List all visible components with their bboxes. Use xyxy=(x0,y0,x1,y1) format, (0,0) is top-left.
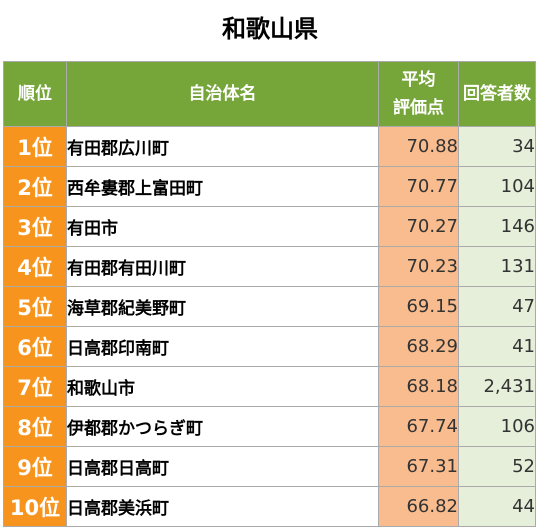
rank-cell: 6位 xyxy=(3,326,67,367)
score-cell: 68.29 xyxy=(378,326,459,367)
rank-cell: 3位 xyxy=(3,206,67,247)
municipality-column-header: 自治体名 xyxy=(66,61,379,127)
count-cell: 106 xyxy=(458,406,536,447)
municipality-cell: 有田郡有田川町 xyxy=(66,246,379,287)
municipality-cell: 有田郡広川町 xyxy=(66,126,379,167)
header-row: 順位 自治体名 平均 評価点 回答者数 xyxy=(3,61,536,127)
table-row: 1位 有田郡広川町 70.88 34 xyxy=(3,126,536,167)
municipality-cell: 有田市 xyxy=(66,206,379,247)
rank-cell: 8位 xyxy=(3,406,67,447)
score-cell: 68.18 xyxy=(378,366,459,407)
table-row: 9位 日高郡日高町 67.31 52 xyxy=(3,446,536,487)
municipality-cell: 日高郡日高町 xyxy=(66,446,379,487)
table-row: 8位 伊都郡かつらぎ町 67.74 106 xyxy=(3,406,536,447)
count-cell: 131 xyxy=(458,246,536,287)
count-cell: 2,431 xyxy=(458,366,536,407)
count-cell: 104 xyxy=(458,166,536,207)
municipality-cell: 西牟婁郡上富田町 xyxy=(66,166,379,207)
rank-cell: 5位 xyxy=(3,286,67,327)
count-cell: 52 xyxy=(458,446,536,487)
page-title: 和歌山県 xyxy=(222,15,318,43)
score-cell: 70.23 xyxy=(378,246,459,287)
municipality-cell: 海草郡紀美野町 xyxy=(66,286,379,327)
table-row: 7位 和歌山市 68.18 2,431 xyxy=(3,366,536,407)
count-cell: 44 xyxy=(458,486,536,527)
rank-column-header: 順位 xyxy=(3,61,67,127)
table-header: 順位 自治体名 平均 評価点 回答者数 xyxy=(3,61,536,127)
score-cell: 67.31 xyxy=(378,446,459,487)
table-row: 10位 日高郡美浜町 66.82 44 xyxy=(3,486,536,527)
table-row: 3位 有田市 70.27 146 xyxy=(3,206,536,247)
count-cell: 34 xyxy=(458,126,536,167)
count-cell: 41 xyxy=(458,326,536,367)
rank-cell: 1位 xyxy=(3,126,67,167)
score-cell: 67.74 xyxy=(378,406,459,447)
score-cell: 70.88 xyxy=(378,126,459,167)
ranking-table: 順位 自治体名 平均 評価点 回答者数 1位 有田郡広川町 70.88 34 2… xyxy=(3,61,536,527)
count-cell: 146 xyxy=(458,206,536,247)
score-cell: 70.27 xyxy=(378,206,459,247)
rank-cell: 9位 xyxy=(3,446,67,487)
municipality-cell: 日高郡印南町 xyxy=(66,326,379,367)
score-cell: 69.15 xyxy=(378,286,459,327)
table-row: 2位 西牟婁郡上富田町 70.77 104 xyxy=(3,166,536,207)
score-cell: 70.77 xyxy=(378,166,459,207)
score-header-line2: 評価点 xyxy=(393,98,444,118)
table-body: 1位 有田郡広川町 70.88 34 2位 西牟婁郡上富田町 70.77 104… xyxy=(3,126,536,527)
rank-cell: 7位 xyxy=(3,366,67,407)
score-header-line1: 平均 xyxy=(401,70,436,90)
score-cell: 66.82 xyxy=(378,486,459,527)
rank-cell: 2位 xyxy=(3,166,67,207)
municipality-cell: 日高郡美浜町 xyxy=(66,486,379,527)
rank-cell: 10位 xyxy=(3,486,67,527)
table-row: 6位 日高郡印南町 68.29 41 xyxy=(3,326,536,367)
municipality-cell: 和歌山市 xyxy=(66,366,379,407)
count-column-header: 回答者数 xyxy=(458,61,536,127)
table-row: 5位 海草郡紀美野町 69.15 47 xyxy=(3,286,536,327)
rank-cell: 4位 xyxy=(3,246,67,287)
municipality-cell: 伊都郡かつらぎ町 xyxy=(66,406,379,447)
table-row: 4位 有田郡有田川町 70.23 131 xyxy=(3,246,536,287)
count-cell: 47 xyxy=(458,286,536,327)
score-column-header: 平均 評価点 xyxy=(378,61,459,127)
